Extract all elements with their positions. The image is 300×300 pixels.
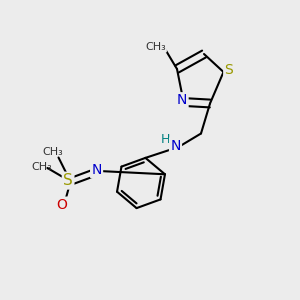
- Text: H: H: [160, 133, 170, 146]
- Text: O: O: [57, 198, 68, 212]
- Text: N: N: [170, 139, 181, 152]
- Text: N: N: [177, 94, 187, 107]
- Text: CH₃: CH₃: [145, 41, 166, 52]
- Text: CH₃: CH₃: [32, 161, 52, 172]
- Text: S: S: [63, 173, 73, 188]
- Text: N: N: [92, 163, 102, 177]
- Text: S: S: [224, 64, 233, 77]
- Text: CH₃: CH₃: [43, 147, 64, 157]
